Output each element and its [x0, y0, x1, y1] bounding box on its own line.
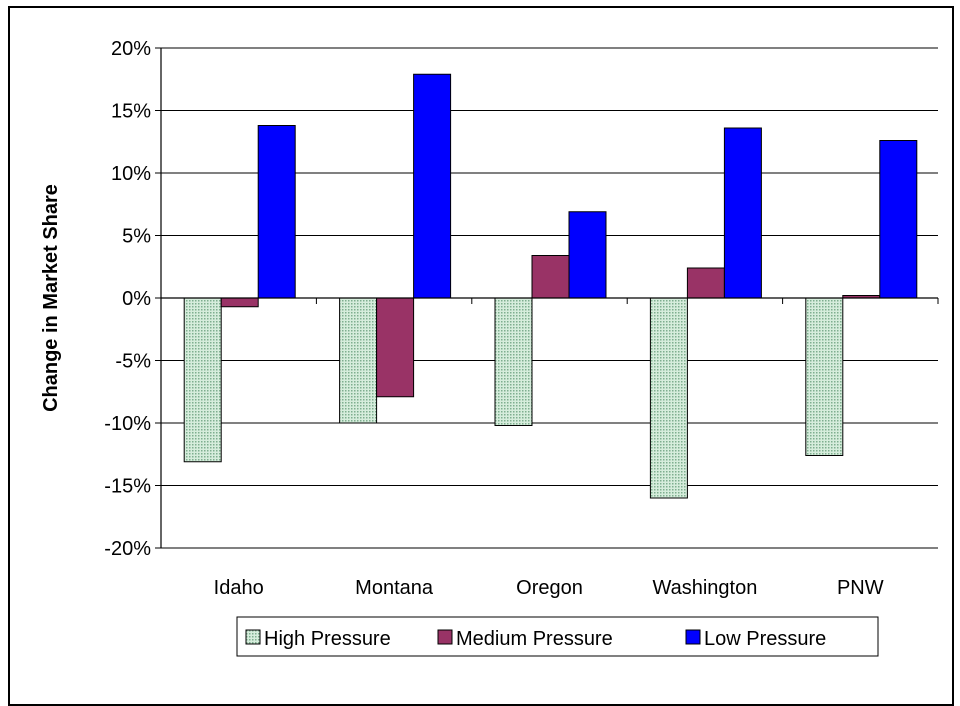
bar-high-pressure-pnw [805, 297, 844, 456]
y-tick-label: 10% [111, 163, 151, 185]
x-category-label: Oregon [516, 577, 583, 599]
bar-high-pressure-montana [339, 297, 378, 424]
legend-entry: High Pressure [264, 628, 391, 650]
bar-medium-pressure-montana [376, 297, 415, 398]
y-tick-label: -15% [104, 476, 151, 498]
y-tick-labels: -20% -15% -10% -5% 0% 5% 10% 15% 20% [104, 38, 151, 560]
axes [160, 48, 939, 548]
legend: High Pressure Medium Pressure Low Pressure [236, 616, 879, 657]
chart-frame [8, 6, 954, 706]
bar-medium-pressure-washington [686, 267, 725, 299]
legend-swatch [245, 629, 261, 645]
bar-high-pressure-idaho [183, 297, 222, 463]
y-tick-label: 5% [122, 226, 151, 248]
legend-swatch [685, 629, 701, 645]
y-tick-label: 0% [122, 288, 151, 310]
bar-low-pressure-oregon [568, 211, 607, 299]
y-tick-label: -10% [104, 413, 151, 435]
bar-low-pressure-idaho [257, 125, 296, 299]
bar-medium-pressure-idaho [220, 297, 259, 308]
y-tick-label: -20% [104, 538, 151, 560]
x-category-label: PNW [837, 577, 884, 599]
y-tick-label: 15% [111, 101, 151, 123]
x-category-labels: Idaho Montana Oregon Washington PNW [214, 577, 884, 599]
y-axis-label: Change in Market Share [40, 184, 62, 412]
legend-entry: Low Pressure [704, 628, 826, 650]
bar-low-pressure-pnw [879, 140, 918, 299]
legend-swatch [437, 629, 453, 645]
y-tick-label: 20% [111, 38, 151, 60]
x-category-label: Idaho [214, 577, 264, 599]
bar-high-pressure-oregon [494, 297, 533, 426]
x-category-label: Washington [652, 577, 757, 599]
legend-entry: Medium Pressure [456, 628, 613, 650]
bar-low-pressure-washington [723, 127, 762, 299]
bar-low-pressure-montana [413, 73, 452, 299]
y-tick-label: -5% [115, 351, 151, 373]
bar-chart: -20% -15% -10% -5% 0% 5% 10% 15% 20% Idaho Montan… [40, 38, 939, 657]
x-category-label: Montana [355, 577, 434, 599]
bars [183, 73, 918, 499]
bar-medium-pressure-oregon [531, 255, 570, 299]
bar-high-pressure-washington [649, 297, 688, 499]
legend-box [236, 616, 879, 657]
